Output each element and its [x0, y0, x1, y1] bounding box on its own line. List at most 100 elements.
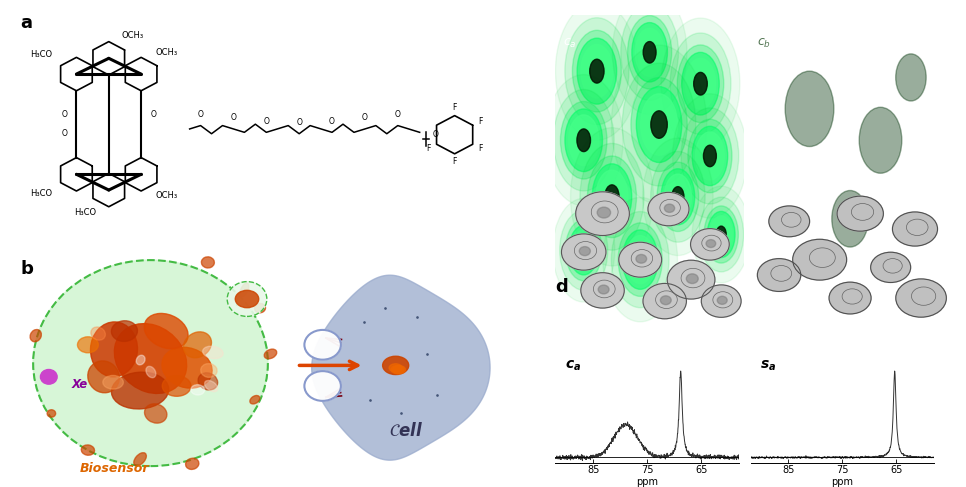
Ellipse shape: [203, 346, 223, 358]
Circle shape: [685, 58, 716, 109]
Ellipse shape: [145, 404, 167, 423]
Circle shape: [618, 223, 663, 297]
Ellipse shape: [136, 355, 145, 365]
Circle shape: [577, 38, 616, 104]
Circle shape: [701, 285, 741, 318]
Circle shape: [717, 296, 727, 304]
Ellipse shape: [240, 283, 249, 297]
Circle shape: [631, 77, 687, 171]
Circle shape: [895, 279, 947, 317]
Circle shape: [698, 197, 744, 272]
Ellipse shape: [162, 375, 191, 396]
Circle shape: [636, 254, 646, 263]
Text: O: O: [362, 113, 368, 122]
Ellipse shape: [185, 458, 199, 469]
Text: Biosensor: Biosensor: [79, 462, 149, 475]
Ellipse shape: [236, 290, 259, 308]
Ellipse shape: [91, 322, 137, 377]
Ellipse shape: [191, 385, 205, 395]
Circle shape: [544, 75, 623, 206]
Text: O: O: [231, 113, 237, 122]
Circle shape: [893, 212, 938, 246]
Circle shape: [642, 138, 713, 256]
Text: O: O: [150, 110, 156, 119]
Text: OCH₃: OCH₃: [121, 31, 143, 40]
Circle shape: [661, 296, 671, 305]
Circle shape: [554, 90, 614, 191]
Text: b: b: [20, 260, 33, 278]
Circle shape: [628, 16, 671, 89]
Circle shape: [33, 260, 268, 466]
Circle shape: [573, 30, 621, 112]
Circle shape: [686, 274, 698, 283]
Circle shape: [643, 41, 656, 63]
Circle shape: [710, 216, 732, 253]
Circle shape: [577, 129, 590, 151]
Text: F: F: [478, 144, 483, 153]
Circle shape: [622, 230, 658, 289]
X-axis label: ppm: ppm: [637, 477, 658, 487]
Ellipse shape: [255, 303, 266, 313]
Ellipse shape: [111, 372, 169, 409]
Circle shape: [621, 4, 678, 100]
Ellipse shape: [198, 373, 217, 390]
Text: F: F: [478, 116, 483, 126]
Circle shape: [829, 282, 871, 314]
Text: F: F: [452, 157, 457, 167]
Circle shape: [707, 211, 735, 258]
Circle shape: [688, 119, 732, 193]
Circle shape: [611, 211, 669, 308]
Circle shape: [560, 101, 607, 179]
Text: H₃CO: H₃CO: [30, 51, 52, 59]
Circle shape: [587, 156, 637, 238]
Ellipse shape: [162, 347, 213, 388]
Ellipse shape: [102, 375, 124, 389]
Text: $\mathcal{C}$ell: $\mathcal{C}$ell: [389, 422, 423, 440]
Circle shape: [895, 54, 926, 101]
Circle shape: [859, 107, 902, 173]
Circle shape: [565, 109, 603, 171]
Ellipse shape: [88, 361, 120, 393]
Circle shape: [706, 240, 716, 247]
Ellipse shape: [91, 327, 105, 340]
Circle shape: [693, 186, 751, 283]
Circle shape: [692, 126, 727, 186]
Circle shape: [681, 108, 739, 204]
Circle shape: [634, 249, 646, 270]
Circle shape: [572, 230, 596, 270]
Ellipse shape: [389, 364, 402, 372]
Text: OCH₃: OCH₃: [156, 191, 177, 200]
Ellipse shape: [114, 323, 186, 393]
Text: O: O: [432, 130, 438, 139]
Circle shape: [555, 2, 639, 140]
Text: $c_a$: $c_a$: [563, 37, 577, 50]
Circle shape: [670, 33, 731, 134]
Text: O: O: [62, 129, 68, 138]
Circle shape: [785, 71, 834, 147]
Circle shape: [637, 87, 682, 163]
Ellipse shape: [133, 453, 147, 466]
Circle shape: [657, 162, 698, 231]
Circle shape: [580, 143, 644, 250]
Circle shape: [757, 259, 801, 291]
Circle shape: [622, 63, 696, 186]
Ellipse shape: [201, 257, 214, 268]
Circle shape: [605, 185, 619, 209]
Circle shape: [643, 283, 687, 319]
Circle shape: [580, 246, 590, 256]
Circle shape: [561, 234, 606, 270]
Ellipse shape: [265, 349, 276, 359]
Text: $c_b$: $c_b$: [756, 37, 771, 50]
Text: O: O: [264, 117, 270, 126]
Circle shape: [640, 94, 677, 155]
Circle shape: [838, 196, 883, 231]
Circle shape: [576, 192, 630, 236]
Circle shape: [565, 18, 629, 125]
Ellipse shape: [304, 371, 341, 401]
Circle shape: [569, 225, 599, 275]
Circle shape: [636, 28, 664, 76]
Circle shape: [691, 228, 729, 260]
Circle shape: [581, 44, 612, 98]
Circle shape: [793, 239, 846, 280]
Circle shape: [611, 45, 707, 204]
